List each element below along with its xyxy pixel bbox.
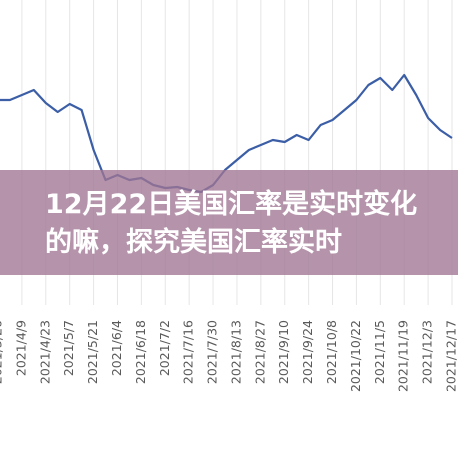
x-tick-label: 2021/4/23 — [37, 320, 52, 384]
x-tick-label: 2021/12/17 — [444, 320, 458, 392]
x-tick-label: 2021/11/19 — [396, 320, 411, 392]
x-tick-label: 2021/9/24 — [300, 320, 315, 384]
x-tick-label: 2021/7/2 — [157, 320, 172, 376]
x-tick-label: 2021/6/4 — [109, 320, 124, 376]
x-tick-label: 2021/9/10 — [276, 320, 291, 384]
x-tick-label: 2021/10/8 — [324, 320, 339, 384]
x-tick-label: 2021/7/16 — [181, 320, 196, 384]
x-tick-label: 2021/10/22 — [348, 320, 363, 392]
x-tick-label: 2021/4/9 — [13, 320, 28, 376]
x-tick-label: 2021/7/30 — [205, 320, 220, 384]
x-tick-label: 2021/6/18 — [133, 320, 148, 384]
x-tick-label: 2021/12/3 — [420, 320, 435, 384]
x-tick-label: 2021/8/13 — [228, 320, 243, 384]
x-tick-label: 2021/3/26 — [0, 320, 5, 384]
x-tick-label: 2021/8/27 — [252, 320, 267, 384]
x-tick-label: 2021/5/21 — [85, 320, 100, 384]
x-tick-label: 2021/5/7 — [61, 320, 76, 376]
title-banner: 12月22日美国汇率是实时变化的嘛，探究美国汇率实时 — [0, 170, 458, 275]
x-tick-label: 2021/11/5 — [372, 320, 387, 384]
headline: 12月22日美国汇率是实时变化的嘛，探究美国汇率实时 — [45, 189, 418, 258]
